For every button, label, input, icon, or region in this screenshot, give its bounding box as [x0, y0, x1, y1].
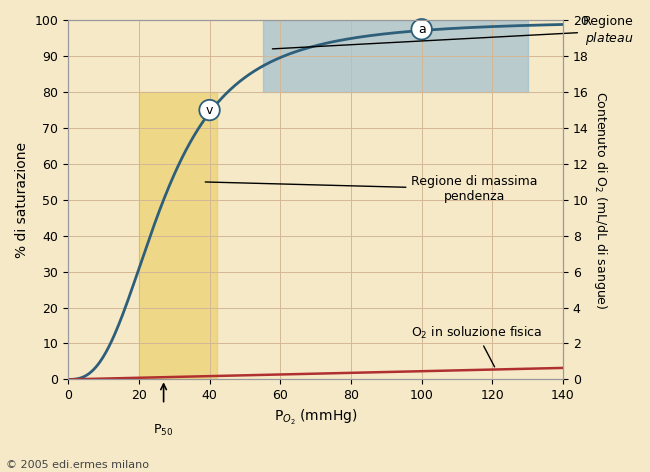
X-axis label: P$_{O_2}$ (mmHg): P$_{O_2}$ (mmHg) — [274, 408, 358, 427]
Text: Regione di massima
pendenza: Regione di massima pendenza — [205, 175, 538, 203]
Text: P$_{50}$: P$_{50}$ — [153, 422, 174, 438]
Text: v: v — [206, 103, 213, 117]
Text: © 2005 edi.ermes milano: © 2005 edi.ermes milano — [6, 460, 150, 470]
Bar — [139, 92, 216, 379]
Text: a: a — [418, 23, 426, 36]
Text: Regione
$\mathit{plateau}$: Regione $\mathit{plateau}$ — [272, 15, 634, 49]
Text: O$_2$ in soluzione fisica: O$_2$ in soluzione fisica — [411, 325, 542, 367]
Y-axis label: Contenuto di O$_2$ (mL/dL di sangue): Contenuto di O$_2$ (mL/dL di sangue) — [592, 91, 610, 309]
Y-axis label: % di saturazione: % di saturazione — [15, 142, 29, 258]
Bar — [263, 20, 528, 92]
